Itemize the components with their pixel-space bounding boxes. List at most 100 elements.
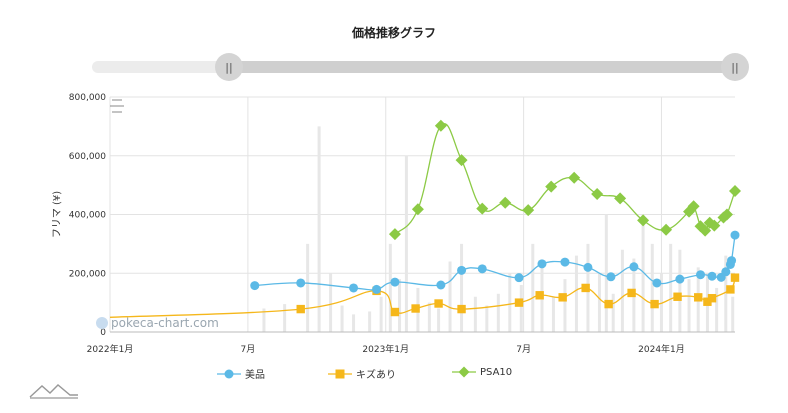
volume-bar (388, 243, 392, 332)
volume-bar (427, 302, 431, 332)
data-point-diamond (568, 171, 581, 184)
legend-circle-icon (217, 369, 241, 378)
data-point-circle (730, 230, 740, 240)
data-point-circle (390, 277, 400, 287)
legend: 美品 キズあり PSA10 (0, 366, 788, 382)
range-slider-right-handle[interactable]: || (721, 53, 749, 81)
range-slider-left-handle[interactable]: || (215, 53, 243, 81)
volume-bar (352, 314, 356, 332)
volume-bar (574, 255, 578, 332)
data-point-square (673, 292, 682, 301)
data-point-diamond (522, 204, 535, 217)
data-point-circle (457, 265, 467, 275)
data-point-diamond (434, 119, 447, 132)
y-tick-label: 400,000 (69, 211, 106, 221)
data-point-square (730, 273, 740, 282)
data-point-circle (436, 280, 446, 290)
x-tick-label: 2024年1月 (638, 343, 685, 355)
chart-title: 価格推移グラフ (351, 26, 436, 40)
y-tick-label: 200,000 (69, 269, 106, 279)
data-point-circle (296, 278, 306, 288)
data-point-square (650, 299, 659, 309)
volume-bar (437, 308, 441, 332)
volume-bar (404, 155, 408, 332)
data-point-square (390, 307, 400, 317)
data-point-diamond (499, 196, 512, 209)
data-point-square (604, 299, 613, 309)
data-point-square (296, 304, 305, 314)
range-slider-selection[interactable] (230, 61, 735, 73)
legend-item-mint[interactable]: 美品 (217, 366, 265, 381)
data-point-diamond (476, 202, 489, 215)
volume-bar (604, 214, 608, 332)
data-point-square (457, 304, 466, 314)
volume-bar (306, 243, 310, 332)
data-point-square (726, 285, 735, 294)
data-point-diamond (411, 203, 424, 216)
data-point-square (434, 299, 443, 308)
legend-label-damaged: キズあり (356, 370, 396, 381)
data-point-diamond (699, 224, 712, 237)
y-tick-label: 0 (100, 328, 106, 338)
y-tick-label: 800,000 (69, 93, 106, 103)
data-point-circle (629, 262, 639, 272)
data-point-circle (560, 257, 570, 267)
volume-bar (715, 287, 719, 332)
data-point-diamond (720, 208, 733, 221)
volume-bar (448, 261, 452, 332)
data-point-square (703, 297, 712, 306)
data-point-diamond (455, 154, 468, 167)
volume-bar (650, 243, 654, 332)
volume-bar (731, 296, 735, 332)
x-tick-label: 2022年1月 (87, 343, 134, 355)
volume-bar (317, 126, 321, 332)
volume-bar (398, 279, 402, 332)
data-point-circle (652, 278, 662, 288)
volume-bar (460, 243, 464, 332)
data-point-circle (707, 271, 717, 281)
data-point-circle (372, 284, 382, 294)
y-tick-label: 600,000 (69, 152, 106, 162)
data-point-circle (537, 259, 547, 269)
volume-bar (531, 243, 535, 332)
data-point-circle (606, 272, 616, 282)
volume-bar (379, 296, 383, 332)
volume-bar (473, 296, 477, 332)
data-point-circle (583, 262, 593, 272)
data-point-diamond (545, 180, 558, 193)
y-axis-label: フリマ (¥) (52, 191, 63, 238)
data-point-circle (349, 283, 359, 293)
data-point-diamond (708, 219, 721, 232)
data-point-square (694, 293, 703, 302)
volume-bar (496, 293, 500, 332)
data-point-circle (675, 274, 685, 284)
volume-bar (611, 293, 615, 332)
volume-bar (620, 249, 624, 332)
volume-bar (340, 305, 344, 332)
series-line-square (109, 277, 736, 318)
data-point-circle (721, 267, 731, 277)
x-tick-label: 7月 (241, 344, 256, 355)
site-logo-icon (29, 384, 78, 399)
volume-bar (551, 296, 555, 332)
volume-bar (724, 255, 728, 332)
legend-item-psa10[interactable]: PSA10 (452, 366, 512, 378)
volume-bar (563, 279, 567, 332)
volume-bar (519, 285, 523, 332)
data-point-diamond (660, 223, 673, 236)
data-point-circle (514, 273, 524, 283)
legend-item-damaged[interactable]: キズあり (328, 366, 396, 381)
volume-bar (641, 214, 645, 332)
data-point-square (707, 294, 717, 303)
data-point-square (581, 283, 590, 293)
data-point-circle (477, 264, 487, 274)
data-point-square (535, 291, 544, 300)
legend-label-mint: 美品 (245, 370, 265, 381)
volume-bar (508, 273, 512, 332)
data-point-diamond (687, 200, 700, 213)
data-point-circle (696, 270, 706, 280)
volume-bar (687, 279, 691, 332)
data-point-diamond (591, 187, 604, 200)
data-point-circle (250, 281, 260, 291)
